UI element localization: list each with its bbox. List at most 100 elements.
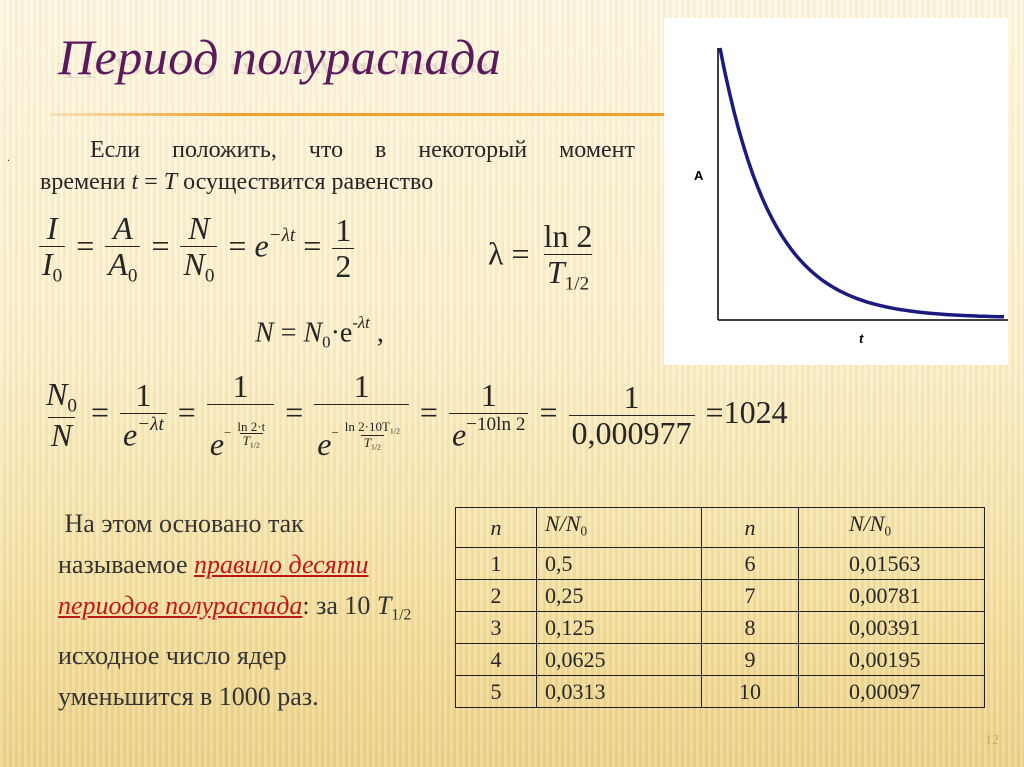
sub: 0 xyxy=(580,523,588,539)
sub: 0 xyxy=(127,265,138,287)
eq: = xyxy=(303,227,322,264)
e: e xyxy=(451,416,467,453)
table-cell: 0,5 xyxy=(536,546,702,580)
table-cell: 4 xyxy=(455,642,537,676)
table-cell: 0,00781 xyxy=(798,578,985,612)
den: 2 xyxy=(332,247,355,284)
text: На этом основано так называемое xyxy=(58,509,304,579)
slide-title: Период полураспада xyxy=(58,29,502,85)
rule-highlight: правило десяти периодов полураспада xyxy=(58,550,369,620)
den: I xyxy=(42,245,53,282)
formula-decay-law: N = N0·e-λt , xyxy=(255,313,384,352)
table-cell: 0,125 xyxy=(536,610,702,644)
decay-curve xyxy=(718,47,1005,319)
sub: 1/2 xyxy=(370,443,381,453)
table-cell: 0,01563 xyxy=(798,546,985,580)
exp-num: ln 2·10T xyxy=(344,418,390,434)
table-cell: 0,0313 xyxy=(536,674,702,708)
N: N xyxy=(255,317,274,349)
var-t: t xyxy=(131,169,139,195)
table-cell: 0,0625 xyxy=(536,642,702,676)
sub: 0 xyxy=(884,523,892,539)
header: N/N xyxy=(545,511,581,536)
den: 0,000977 xyxy=(568,414,695,451)
sub: 0 xyxy=(67,396,77,418)
num: 1 xyxy=(135,377,152,414)
y-axis-label: A xyxy=(694,168,704,183)
eq: = xyxy=(90,394,109,431)
table-cell: 0,25 xyxy=(536,578,702,612)
minus: − xyxy=(224,424,232,440)
decay-graph: A t xyxy=(664,18,1008,365)
stray-dot: . xyxy=(7,150,10,164)
exp: -λt xyxy=(352,313,370,332)
eq: = xyxy=(280,317,297,349)
ten-halflives-rule-paragraph: На этом основано так называемое правило … xyxy=(58,503,428,717)
num: N xyxy=(188,210,210,246)
sub: 0 xyxy=(322,332,331,352)
text: = xyxy=(138,169,164,195)
eq: = xyxy=(539,394,558,431)
table-cell: 10 xyxy=(701,674,799,708)
den: N xyxy=(47,417,76,453)
text: осуществится равенство xyxy=(177,169,434,195)
T: T xyxy=(546,253,565,290)
formula-ten-halflives: N0 N = 1 e−λt = 1 e− ln 2·t T1/2 = 1 e− ln 2·10… xyxy=(40,369,788,462)
halflife-table: n N/N0 n N/N0 1 0,5 6 0,01563 2 0,25 7 0,00781 3… xyxy=(455,507,985,708)
intro-line-1: Если положить, что в некоторый момент xyxy=(90,137,635,163)
eq: = xyxy=(705,394,724,431)
den: N xyxy=(183,245,205,282)
var-T: T xyxy=(163,169,178,195)
minus: − xyxy=(331,424,339,440)
e: e xyxy=(209,425,225,462)
sub: 0 xyxy=(52,265,63,287)
table-cell: 7 xyxy=(701,578,799,612)
table-cell: 3 xyxy=(455,610,537,644)
page-number: 12 xyxy=(985,733,999,748)
N: N xyxy=(46,376,68,413)
x-axis-label: t xyxy=(859,331,864,346)
e: e xyxy=(254,227,269,264)
exp: −λt xyxy=(268,225,296,247)
eq: = xyxy=(177,394,196,431)
sub: 1/2 xyxy=(389,426,400,436)
num: ln 2 xyxy=(543,218,593,254)
table-cell: 0,00097 xyxy=(798,674,985,708)
table-row: 4 0,0625 9 0,00195 xyxy=(455,642,985,676)
intro-line-2: времени t = T осуществится равенство xyxy=(40,169,433,196)
table-row: 5 0,0313 10 0,00097 xyxy=(455,674,985,708)
num: 1 xyxy=(335,212,352,249)
table-cell: 8 xyxy=(701,610,799,644)
table-cell: 0,00391 xyxy=(798,610,985,644)
table-header-row: n N/N0 n N/N0 xyxy=(455,507,985,548)
lambda: λ xyxy=(488,235,504,272)
T: T xyxy=(242,433,250,449)
sub: 1/2 xyxy=(564,273,590,295)
eq: = xyxy=(285,394,304,431)
eq: = xyxy=(151,227,170,264)
text: времени xyxy=(40,169,132,195)
table-cell: 0,00195 xyxy=(798,642,985,676)
e: e xyxy=(317,425,332,462)
header: n xyxy=(744,514,756,540)
text: исходное число ядер уменьшится в 1000 ра… xyxy=(58,641,319,712)
slide-title-reflection: Период полураспада xyxy=(58,58,493,84)
T: T xyxy=(363,435,371,451)
num: 1 xyxy=(623,379,640,415)
num: 1 xyxy=(480,377,497,414)
title-divider xyxy=(50,113,665,116)
den: A xyxy=(108,245,128,282)
e: e xyxy=(122,416,138,453)
eq: = xyxy=(228,227,247,264)
table-cell: 2 xyxy=(455,578,537,612)
num: A xyxy=(113,210,133,246)
sub: 1/2 xyxy=(249,440,260,450)
eq: = xyxy=(511,235,530,272)
table-row: 1 0,5 6 0,01563 xyxy=(455,546,985,580)
header: N/N xyxy=(849,511,885,536)
table-cell: 9 xyxy=(701,642,799,676)
exp: −10ln 2 xyxy=(466,413,526,435)
num: I xyxy=(46,210,58,246)
exp: −λt xyxy=(137,413,164,435)
